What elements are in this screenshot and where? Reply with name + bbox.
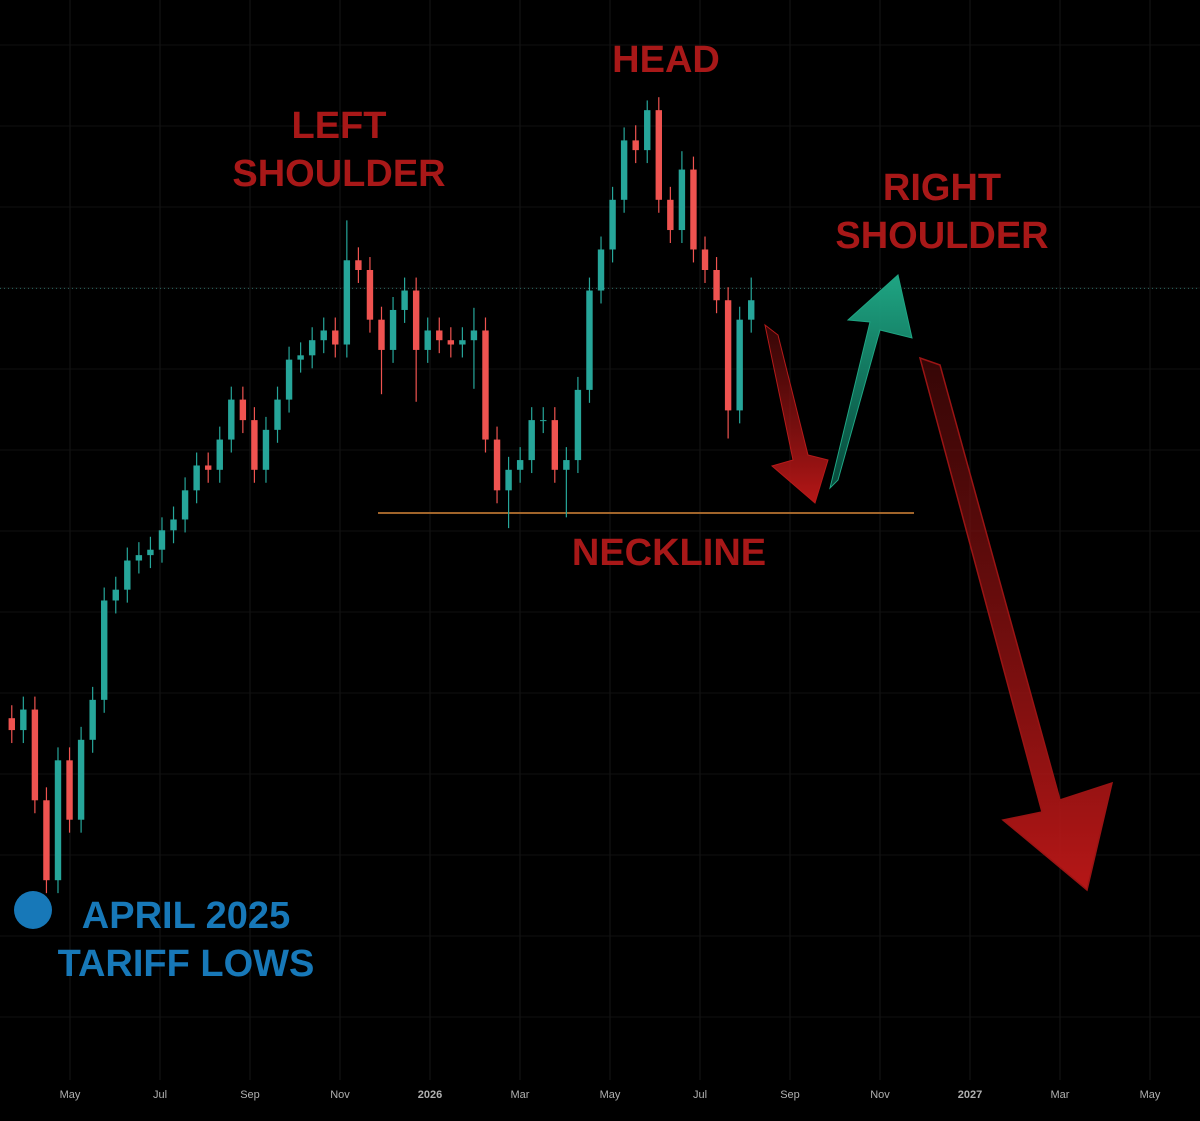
candle-body xyxy=(343,260,351,345)
candle-body xyxy=(228,399,235,440)
candle-body xyxy=(135,555,143,561)
candle-body xyxy=(274,399,281,430)
candle-body xyxy=(505,469,512,491)
candle-body xyxy=(378,319,385,350)
candle-body xyxy=(31,709,39,801)
candle-body xyxy=(678,169,686,231)
candle-body xyxy=(424,330,431,350)
candle-body xyxy=(563,460,570,470)
annotation: APRIL 2025 xyxy=(82,895,290,937)
candle-body xyxy=(528,420,535,461)
candle-body xyxy=(597,249,605,291)
annotation: LEFT xyxy=(292,105,387,147)
candle-body xyxy=(586,290,593,390)
candle-body xyxy=(713,270,720,301)
up-arrow xyxy=(829,274,913,490)
candle-body xyxy=(320,330,327,341)
candle-body xyxy=(632,140,639,151)
candle-body xyxy=(355,260,362,270)
candle-body xyxy=(447,340,455,345)
annotation: SHOULDER xyxy=(835,215,1048,257)
annotation: NECKLINE xyxy=(572,532,766,574)
candle-body xyxy=(308,340,316,356)
down-arrow-small xyxy=(764,323,829,504)
x-tick-label: Nov xyxy=(870,1089,890,1101)
candle-body xyxy=(493,439,501,491)
candle-body xyxy=(667,199,674,231)
annotation: TARIFF LOWS xyxy=(58,943,315,985)
x-tick-label: May xyxy=(1140,1089,1161,1101)
candle-body xyxy=(193,465,200,491)
candle-body xyxy=(736,319,743,411)
candle-body xyxy=(181,490,189,520)
candle-body xyxy=(54,760,62,881)
x-tick-label: Mar xyxy=(1051,1089,1070,1101)
candle-body xyxy=(124,560,131,590)
candles xyxy=(8,97,755,894)
annotation: SHOULDER xyxy=(232,153,445,195)
x-tick-label: Jul xyxy=(693,1089,707,1101)
candle-body xyxy=(170,519,177,531)
candle-body xyxy=(112,589,119,601)
candle-body xyxy=(459,340,466,345)
candle-body xyxy=(332,330,339,345)
candle-body xyxy=(436,330,443,341)
candle-body xyxy=(401,290,408,310)
candle-body xyxy=(551,420,559,470)
candle-body xyxy=(285,359,293,400)
candle-body xyxy=(8,718,15,731)
candle-body xyxy=(690,169,697,250)
candle-body xyxy=(262,429,270,470)
x-tick-label: Sep xyxy=(780,1089,800,1101)
candle-body xyxy=(204,465,212,470)
candle-body xyxy=(89,699,96,740)
candle-body xyxy=(655,110,662,200)
x-tick-label: Jul xyxy=(153,1089,167,1101)
candle-body xyxy=(43,800,50,881)
candle-body xyxy=(701,249,709,270)
candle-body xyxy=(366,270,374,320)
x-tick-label: 2026 xyxy=(418,1089,442,1101)
candle-body xyxy=(516,460,524,470)
x-tick-label: 2027 xyxy=(958,1089,982,1101)
x-axis: May Jul Sep Nov 2026 Mar May Jul Sep Nov 2027 Mar Ma… xyxy=(60,1089,1161,1101)
x-tick-label: May xyxy=(60,1089,81,1101)
low-marker xyxy=(14,891,52,929)
candle-body xyxy=(297,355,304,360)
x-tick-label: Nov xyxy=(330,1089,350,1101)
annotation: HEAD xyxy=(612,39,720,81)
candle-body xyxy=(216,439,223,470)
candle-body xyxy=(66,760,73,820)
x-tick-label: Sep xyxy=(240,1089,260,1101)
candle-body xyxy=(389,309,397,350)
candle-body xyxy=(77,739,85,820)
candle-body xyxy=(158,530,166,550)
candle-body xyxy=(412,290,420,350)
down-arrow-large xyxy=(918,356,1114,892)
x-tick-label: Mar xyxy=(511,1089,530,1101)
candle-body xyxy=(574,389,582,461)
candle-body xyxy=(724,300,732,411)
annotation: RIGHT xyxy=(883,167,1001,209)
candle-body xyxy=(251,420,258,470)
candle-body xyxy=(239,399,247,421)
candle-body xyxy=(101,600,108,700)
candle-body xyxy=(644,110,651,151)
candle-body xyxy=(748,300,755,320)
candle-body xyxy=(20,709,27,731)
candle-body xyxy=(620,140,628,200)
x-tick-label: May xyxy=(600,1089,621,1101)
candle-body xyxy=(482,330,489,440)
candle-body xyxy=(147,549,154,556)
candle-body xyxy=(470,330,478,341)
candle-body xyxy=(609,199,616,250)
candle-body xyxy=(540,420,547,422)
